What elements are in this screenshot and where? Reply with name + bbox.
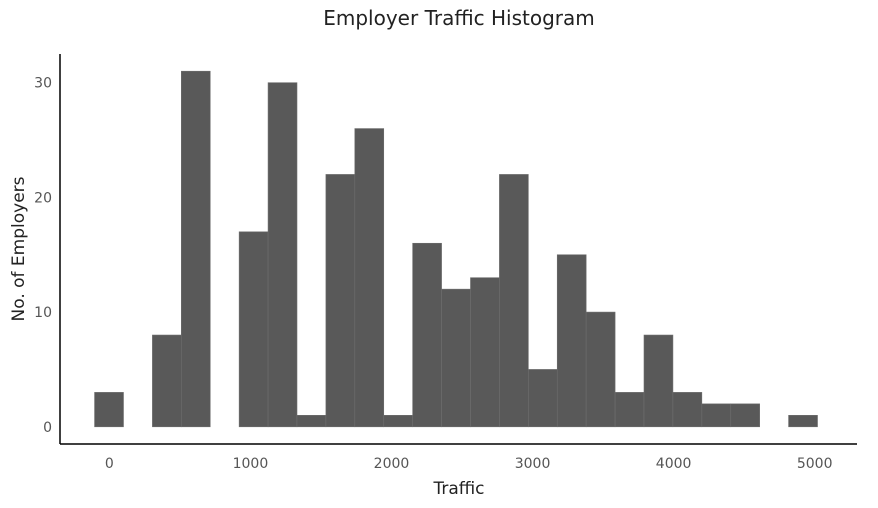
histogram-bar-11 xyxy=(470,277,500,428)
x-tick-label: 3000 xyxy=(515,456,551,472)
histogram-bar-1 xyxy=(152,334,182,428)
histogram-bar-15 xyxy=(585,311,616,428)
histogram-bar-14 xyxy=(556,254,587,428)
histogram-bar-18 xyxy=(672,392,703,428)
chart-title: Employer Traffic Histogram xyxy=(323,6,595,30)
bars-group xyxy=(94,70,818,428)
histogram-bar-10 xyxy=(441,288,471,428)
histogram-bar-21 xyxy=(788,415,818,428)
histogram-bar-17 xyxy=(643,334,674,428)
histogram-bar-6 xyxy=(325,174,356,428)
y-tick-label: 10 xyxy=(34,305,52,321)
x-axis-title: Traffic xyxy=(432,479,484,499)
histogram-bar-19 xyxy=(701,403,732,428)
x-tick-labels: 0 1000 2000 3000 4000 5000 xyxy=(105,456,833,472)
histogram-bar-3 xyxy=(238,231,269,428)
y-axis-title: No. of Employers xyxy=(9,176,29,321)
y-tick-label: 0 xyxy=(43,420,52,436)
x-tick-label: 2000 xyxy=(374,456,410,472)
histogram-bar-13 xyxy=(528,369,558,428)
histogram-bar-0 xyxy=(94,392,124,428)
histogram-bar-5 xyxy=(296,415,327,428)
x-tick-label: 4000 xyxy=(656,456,692,472)
y-tick-label: 20 xyxy=(34,190,52,206)
y-tick-label: 30 xyxy=(34,76,52,92)
histogram-bar-2 xyxy=(181,70,211,428)
histogram-bar-12 xyxy=(499,174,529,428)
y-tick-labels: 0 10 20 30 xyxy=(34,76,52,436)
histogram-bar-7 xyxy=(354,128,385,428)
x-tick-label: 5000 xyxy=(797,456,833,472)
histogram-bar-16 xyxy=(614,392,645,428)
histogram-bar-4 xyxy=(267,82,298,428)
x-tick-label: 1000 xyxy=(233,456,269,472)
histogram-bar-8 xyxy=(383,415,413,428)
histogram-bar-9 xyxy=(412,242,442,428)
histogram-bar-20 xyxy=(730,403,760,428)
x-tick-label: 0 xyxy=(105,456,114,472)
